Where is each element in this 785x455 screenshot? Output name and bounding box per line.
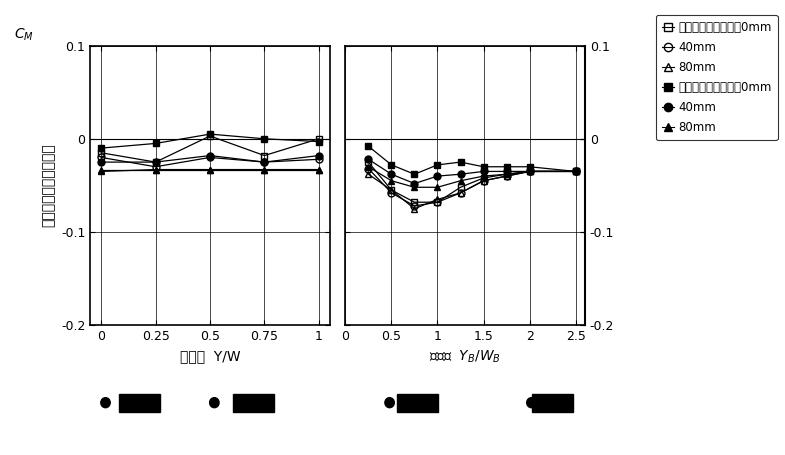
Text: $C_M$: $C_M$ — [13, 26, 34, 43]
X-axis label: 横間隔  Y/W: 横間隔 Y/W — [180, 349, 240, 363]
Y-axis label: 片揺れモーメント係数: 片揺れモーメント係数 — [42, 143, 56, 228]
Legend: 大型バス　地上高　0mm, 40mm, 80mm, 普通ワゴン地上高　0mm, 40mm, 80mm: 大型バス 地上高 0mm, 40mm, 80mm, 普通ワゴン地上高 0mm, … — [655, 15, 777, 140]
X-axis label: 横間隔  $Y_B/W_B$: 横間隔 $Y_B/W_B$ — [429, 349, 501, 365]
